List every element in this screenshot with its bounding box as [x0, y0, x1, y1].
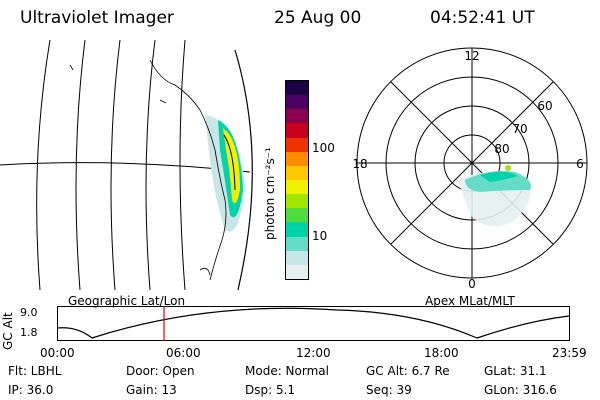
mlt-label-12: 12	[464, 49, 479, 63]
colorbar-tick-100: 100	[312, 141, 335, 155]
mlt-label-0: 0	[468, 277, 476, 291]
sequence-value: Seq: 39	[366, 383, 412, 397]
colorbar-band	[286, 208, 308, 223]
colorbar-band	[286, 123, 308, 138]
colorbar-band	[286, 81, 308, 96]
coastline	[69, 59, 227, 281]
ip-value: IP: 36.0	[8, 383, 54, 397]
glat-value: GLat: 31.1	[484, 364, 547, 378]
app-title: Ultraviolet Imager	[20, 8, 174, 28]
colorbar-band	[286, 109, 308, 124]
colorbar-band	[286, 180, 308, 195]
x-tick-2359: 23:59	[552, 346, 587, 360]
geographic-map	[0, 40, 253, 290]
filter-value: Flt: LBHL	[8, 364, 62, 378]
lat-label-60: 60	[537, 99, 552, 113]
altitude-curve	[57, 307, 570, 339]
longitude-line	[36, 40, 51, 290]
mlt-label-6: 6	[576, 157, 584, 171]
x-tick-1800: 18:00	[424, 346, 459, 360]
x-tick-1200: 12:00	[296, 346, 331, 360]
colorbar	[285, 80, 309, 280]
aurora-emission	[205, 115, 245, 232]
mlt-label-18: 18	[352, 157, 367, 171]
colorbar-band	[286, 165, 308, 181]
altitude-tick-9: 9.0	[20, 306, 38, 319]
colorbar-band	[286, 250, 308, 265]
altitude-tick-1.8: 1.8	[20, 326, 38, 339]
glon-value: GLon: 316.6	[484, 383, 557, 397]
earth-limb	[234, 49, 253, 290]
gain-value: Gain: 13	[126, 383, 177, 397]
polar-plot: 12 18 6 0 60 70 80	[352, 47, 588, 291]
colorbar-band	[286, 137, 308, 152]
lat-label-80: 80	[494, 142, 509, 156]
meridian-line	[390, 81, 554, 245]
altitude-axis-label: GC Alt	[1, 312, 15, 350]
colorbar-band	[286, 151, 308, 166]
observation-time: 04:52:41 UT	[430, 8, 535, 28]
door-value: Door: Open	[126, 364, 195, 378]
colorbar-band	[286, 264, 308, 279]
colorbar-band	[286, 194, 308, 209]
colorbar-band	[286, 222, 308, 237]
longitude-line	[75, 40, 86, 290]
lat-label-70: 70	[512, 122, 527, 136]
dsp-value: Dsp: 5.1	[245, 383, 296, 397]
apex-label: Apex MLat/MLT	[425, 294, 515, 308]
observation-date: 25 Aug 00	[274, 8, 362, 28]
colorbar-tick-10: 10	[312, 229, 328, 243]
colorbar-band	[286, 236, 308, 251]
geographic-label: Geographic Lat/Lon	[68, 294, 186, 308]
altitude-plot	[57, 306, 570, 341]
x-tick-0600: 06:00	[166, 346, 201, 360]
longitude-line	[179, 40, 186, 290]
polar-aurora	[458, 165, 531, 227]
x-tick-0000: 00:00	[40, 346, 75, 360]
gc-altitude-value: GC Alt: 6.7 Re	[366, 364, 450, 378]
colorbar-unit-label: photon cm⁻²s⁻¹	[263, 147, 277, 240]
mode-value: Mode: Normal	[245, 364, 329, 378]
colorbar-band	[286, 95, 308, 110]
longitude-line	[145, 40, 156, 290]
longitude-line	[110, 40, 121, 290]
